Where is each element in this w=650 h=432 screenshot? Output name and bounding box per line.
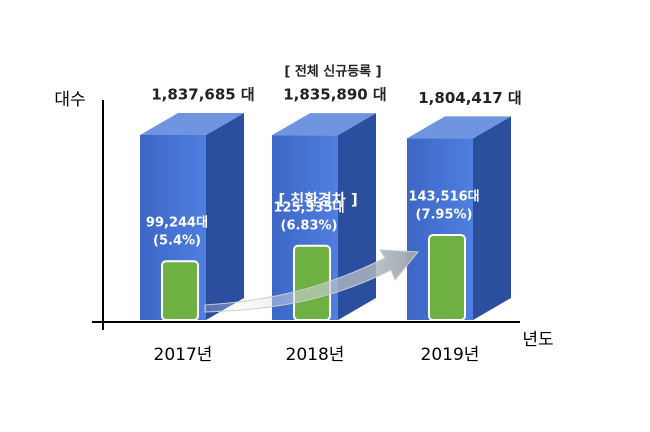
value-label: 1,837,685 대 bbox=[151, 86, 254, 104]
eco-share-label: (6.83%) bbox=[281, 218, 338, 233]
growth-arrow bbox=[204, 249, 420, 313]
eco-share-label: (5.4%) bbox=[153, 234, 201, 249]
y-axis-label: 대수 bbox=[54, 90, 85, 110]
x-tick-label: 2017년 bbox=[154, 345, 213, 365]
eco-value-label: 99,244대 bbox=[146, 216, 208, 231]
eco-bar bbox=[428, 234, 466, 321]
value-label: 1,804,417 대 bbox=[418, 89, 521, 107]
legend-total: [ 전체 신규등록 ] bbox=[284, 64, 381, 80]
bar-side bbox=[473, 116, 511, 320]
x-tick-label: 2019년 bbox=[421, 345, 480, 365]
eco-bar bbox=[161, 260, 199, 322]
bar-side bbox=[206, 113, 244, 320]
eco-share-label: (7.95%) bbox=[416, 208, 473, 223]
bar-top bbox=[407, 116, 511, 139]
eco-value-label: 125,335대 bbox=[273, 200, 344, 215]
legend-eco: [ 친환경차 ] bbox=[278, 191, 357, 209]
value-label: 1,835,890 대 bbox=[283, 86, 386, 104]
x-axis-label: 년도 bbox=[522, 330, 553, 350]
bar-top bbox=[272, 113, 376, 136]
bar-top bbox=[140, 113, 244, 135]
x-tick-label: 2018년 bbox=[286, 345, 345, 365]
eco-value-label: 143,516대 bbox=[408, 190, 479, 205]
